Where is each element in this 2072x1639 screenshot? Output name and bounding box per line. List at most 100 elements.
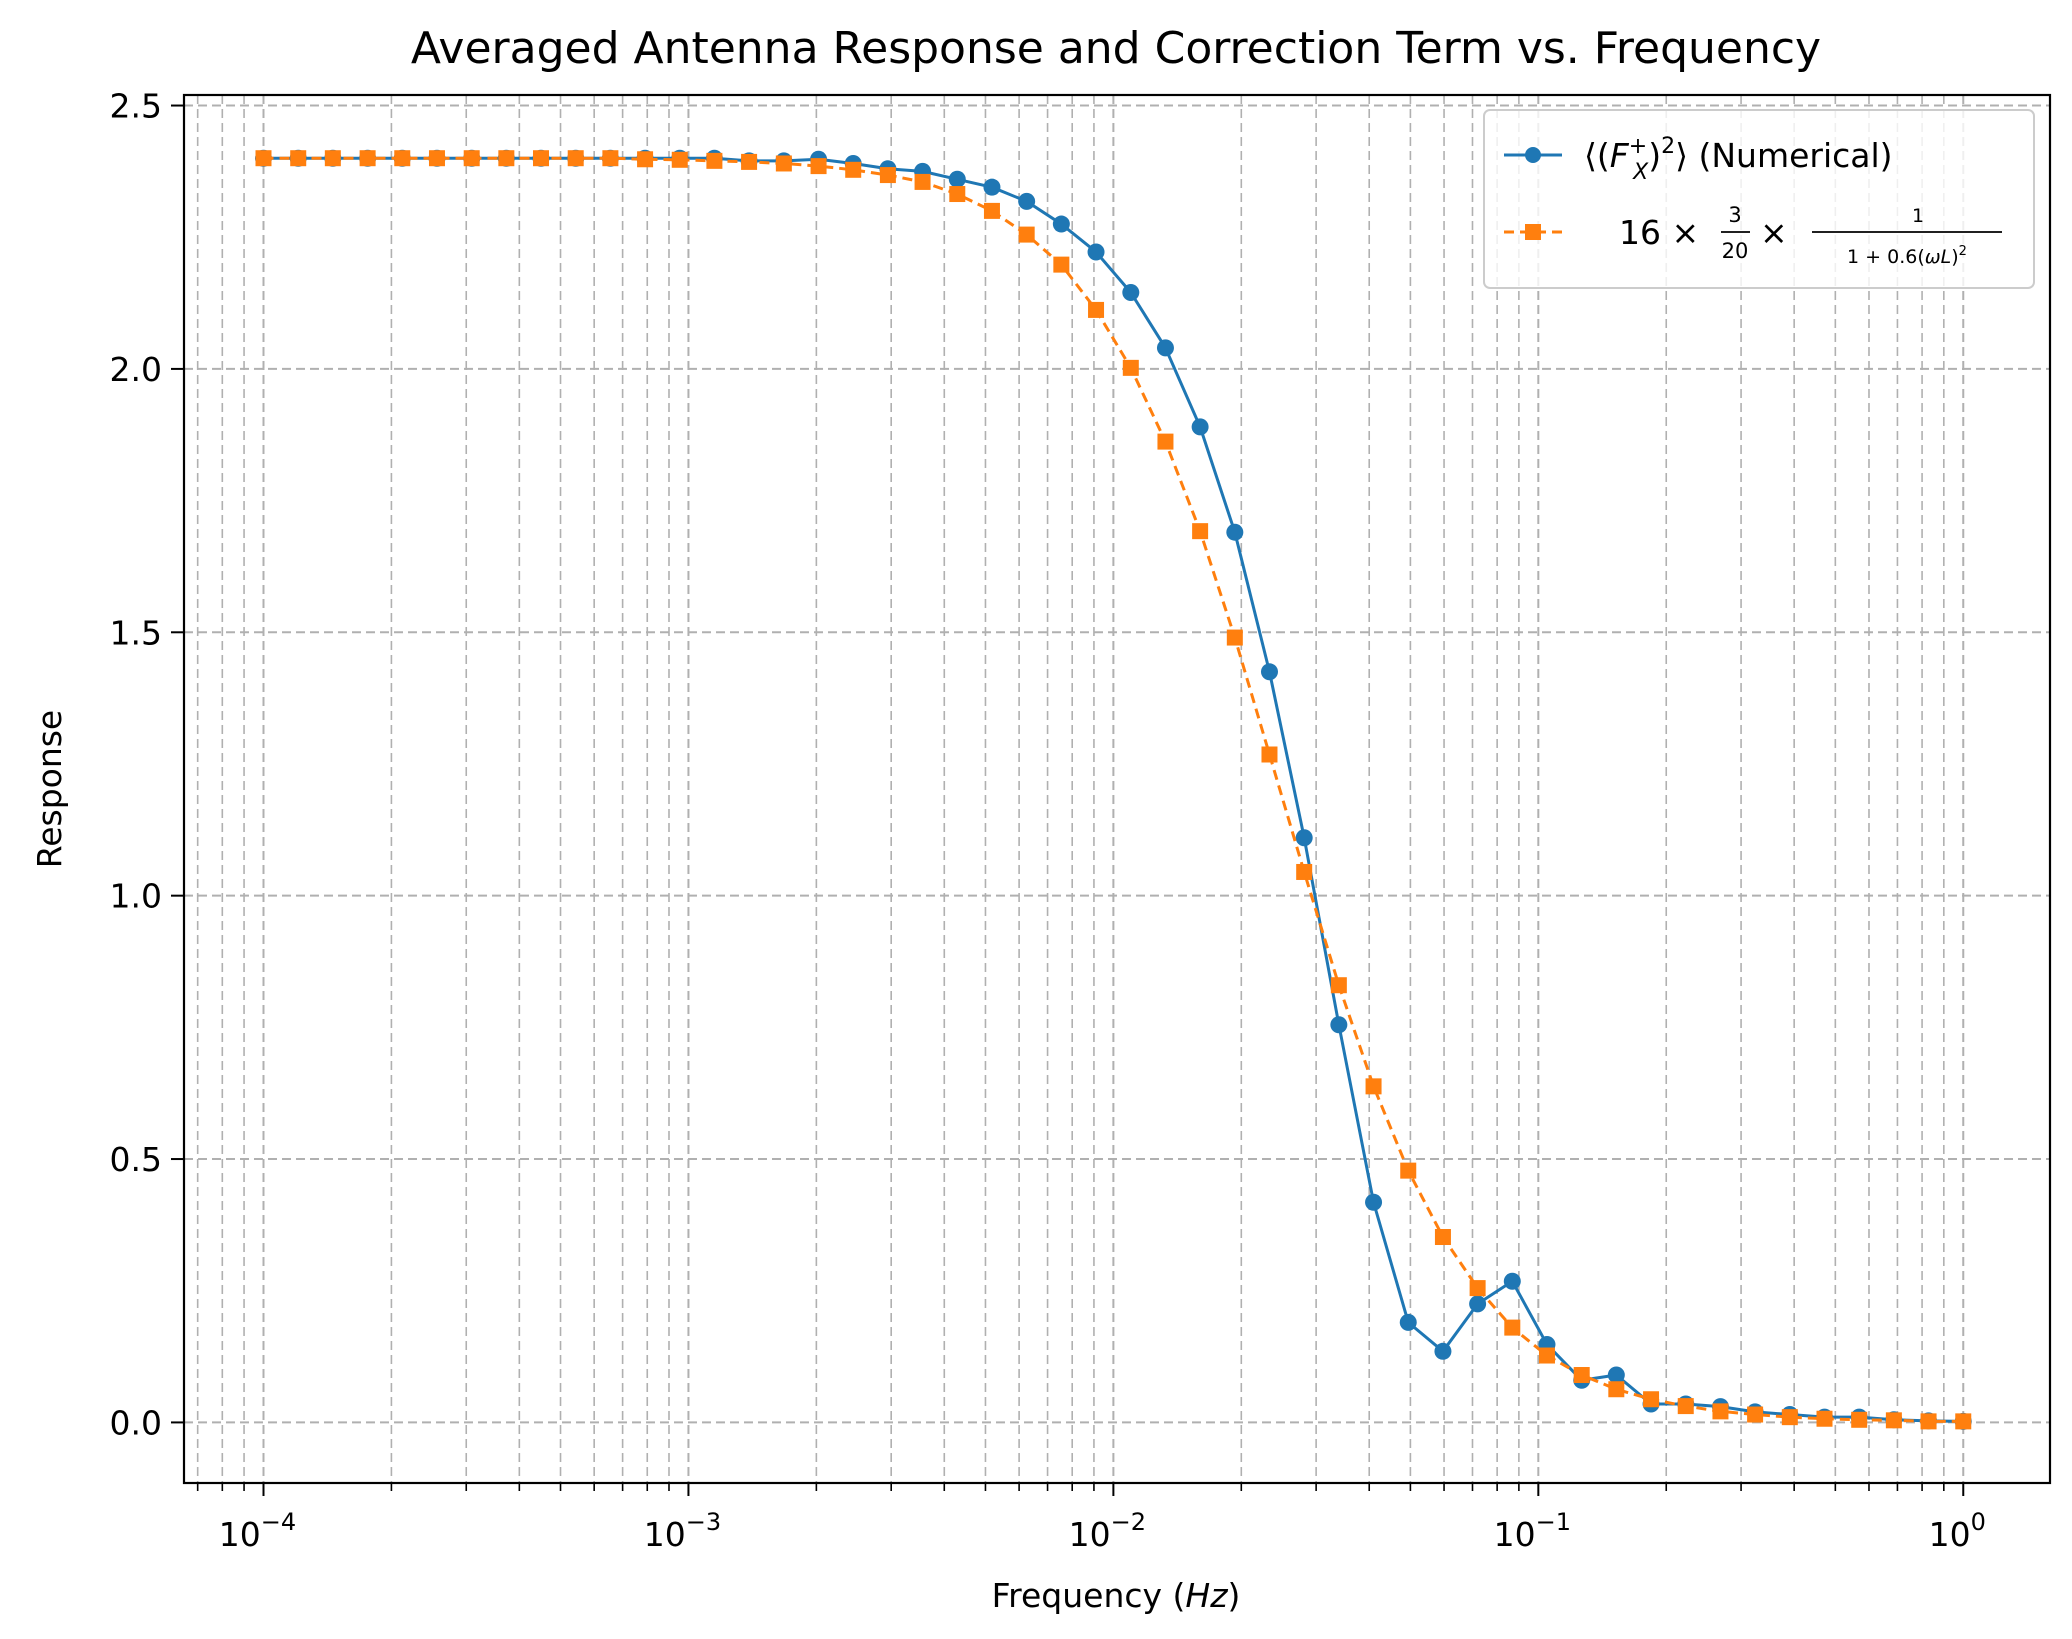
data-point — [1851, 1411, 1868, 1428]
svg-text:1: 1 — [1912, 205, 1924, 227]
x-tick-label: 10−3 — [644, 1508, 721, 1554]
x-axis: 10−4 10−3 10−2 10−1 100 — [196, 1483, 1986, 1554]
data-point — [914, 173, 931, 190]
series-correction — [255, 150, 1972, 1430]
data-point — [741, 153, 758, 170]
data-point — [1261, 746, 1278, 763]
data-point — [1053, 256, 1070, 273]
data-point — [359, 150, 376, 167]
legend-marker-correction — [1525, 224, 1541, 240]
data-point — [1469, 1295, 1487, 1313]
data-point — [810, 158, 827, 175]
legend: ⟨(F+ X)2⟩ (Numerical) 16 × 3 20 × 1 1 + 0… — [1483, 109, 2035, 289]
data-point — [1156, 339, 1174, 357]
data-point — [1885, 1412, 1902, 1429]
data-point — [1400, 1162, 1417, 1179]
data-point — [394, 150, 411, 167]
data-point — [255, 150, 272, 167]
y-tick-label: 1.0 — [110, 877, 162, 916]
data-point — [1573, 1367, 1590, 1384]
data-point — [567, 150, 584, 167]
data-point — [1955, 1413, 1972, 1430]
y-tick-label: 2.0 — [110, 350, 162, 389]
data-point — [1192, 523, 1209, 540]
data-point — [428, 150, 445, 167]
data-point — [498, 150, 515, 167]
data-point — [1365, 1078, 1382, 1095]
data-point — [1643, 1391, 1660, 1408]
data-point — [1226, 523, 1244, 541]
series-line — [263, 156, 1964, 1423]
data-point — [1504, 1319, 1521, 1336]
data-point — [706, 152, 723, 169]
x-tick-label: 10−1 — [1494, 1508, 1571, 1554]
y-tick-label: 0.5 — [110, 1140, 162, 1179]
y-tick-label: 0.0 — [110, 1403, 162, 1442]
data-point — [1608, 1381, 1625, 1398]
x-tick-label: 100 — [1929, 1508, 1986, 1554]
data-point — [1920, 1413, 1937, 1430]
data-point — [1503, 1272, 1521, 1290]
x-tick-label: 10−2 — [1069, 1508, 1146, 1554]
chart-title: Averaged Antenna Response and Correction… — [411, 23, 1821, 74]
data-point — [1607, 1366, 1625, 1384]
data-point — [983, 202, 1000, 219]
data-point — [290, 150, 307, 167]
data-point — [1677, 1398, 1694, 1415]
y-tick-label: 1.5 — [110, 613, 162, 652]
data-point — [1434, 1229, 1451, 1246]
data-point — [1538, 1347, 1555, 1364]
data-point — [1018, 226, 1035, 243]
svg-text:16 ×: 16 × — [1619, 213, 1699, 252]
grid — [184, 95, 2050, 1483]
data-point — [637, 151, 654, 168]
y-tick-label: 2.5 — [110, 87, 162, 126]
data-point — [1781, 1409, 1798, 1426]
legend-box — [1483, 109, 2035, 289]
svg-text:20: 20 — [1722, 239, 1749, 263]
data-point — [532, 150, 549, 167]
data-point — [1399, 1313, 1417, 1331]
plot-frame — [182, 93, 2052, 1485]
data-point — [1157, 433, 1174, 450]
data-point — [949, 186, 966, 203]
data-point — [1191, 418, 1209, 436]
data-point — [1712, 1403, 1729, 1420]
data-point — [879, 167, 896, 184]
data-point — [1226, 629, 1243, 646]
data-point — [324, 150, 341, 167]
legend-marker-numerical — [1525, 147, 1541, 163]
y-axis-label: Response — [30, 710, 69, 869]
svg-text:×: × — [1760, 213, 1788, 252]
data-point — [1365, 1193, 1383, 1211]
y-axis: 0.0 0.5 1.0 1.5 2.0 2.5 — [110, 87, 184, 1442]
data-point — [463, 150, 480, 167]
data-point — [1122, 359, 1139, 376]
data-point — [602, 150, 619, 167]
data-point — [1469, 1280, 1486, 1297]
svg-text:1 + 0.6(ωL)2: 1 + 0.6(ωL)2 — [1847, 244, 1967, 268]
legend-label-correction: 16 × 3 20 × 1 1 + 0.6(ωL)2 — [1619, 203, 2002, 268]
data-point — [1295, 829, 1313, 847]
data-point — [671, 151, 688, 168]
data-point — [1330, 977, 1347, 994]
data-point — [1122, 284, 1140, 302]
data-point — [1296, 863, 1313, 880]
data-point — [1747, 1406, 1764, 1423]
x-tick-label: 10−4 — [219, 1508, 296, 1554]
data-point — [1330, 1016, 1348, 1034]
data-point — [1260, 663, 1278, 681]
data-point — [1816, 1410, 1833, 1427]
data-point — [948, 170, 966, 188]
data-point — [1052, 215, 1070, 233]
data-point — [1087, 243, 1105, 261]
data-point — [1088, 301, 1105, 318]
data-point — [1018, 192, 1036, 210]
data-point — [775, 155, 792, 172]
x-axis-label: Frequency (Hz) — [992, 1576, 1241, 1615]
svg-text:3: 3 — [1728, 203, 1741, 227]
data-point — [983, 178, 1001, 196]
data-point — [1434, 1342, 1452, 1360]
data-point — [845, 161, 862, 178]
